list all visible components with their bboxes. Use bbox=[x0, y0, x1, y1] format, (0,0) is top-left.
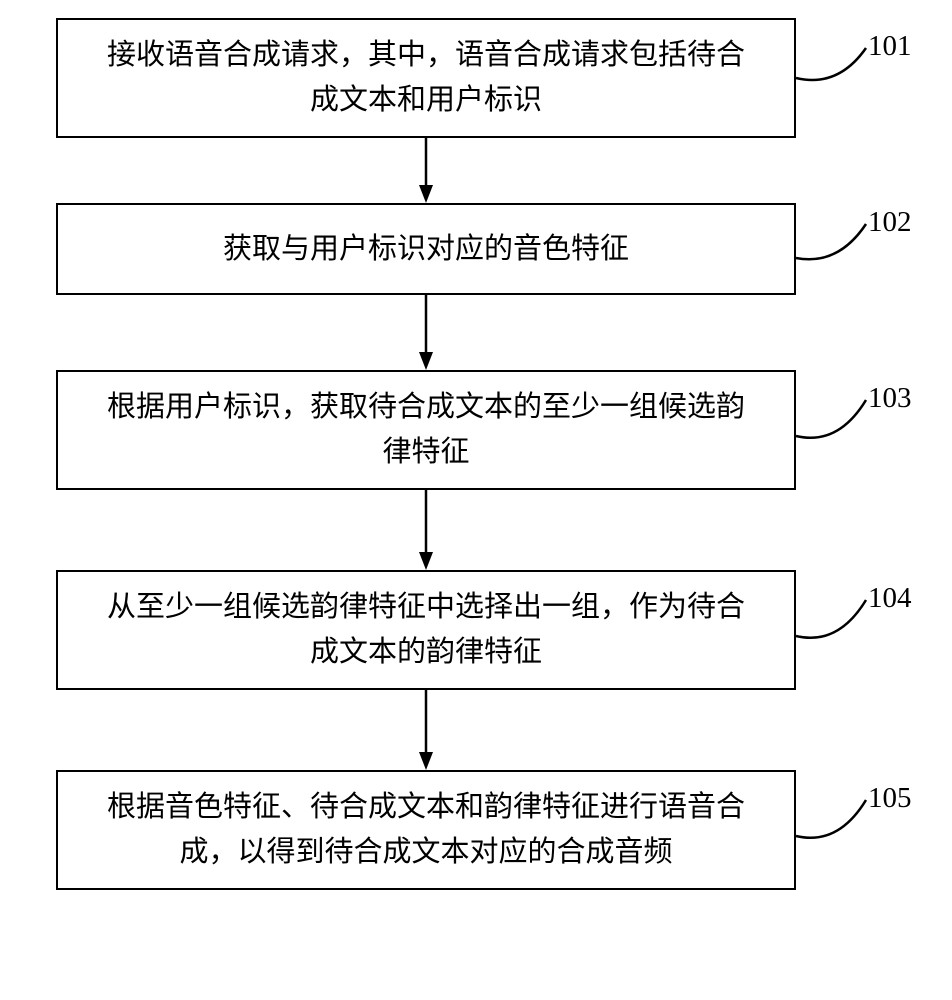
leader-101 bbox=[796, 48, 866, 80]
node-text: 根据音色特征、待合成文本和韵律特征进行语音合 bbox=[107, 785, 745, 830]
node-text: 成，以得到待合成文本对应的合成音频 bbox=[107, 830, 745, 875]
step-label-104: 104 bbox=[868, 582, 912, 615]
leader-102 bbox=[796, 224, 866, 259]
step-label-102: 102 bbox=[868, 206, 912, 239]
step-label-105: 105 bbox=[868, 782, 912, 815]
flow-node-103: 根据用户标识，获取待合成文本的至少一组候选韵 律特征 bbox=[56, 370, 796, 490]
flow-node-105: 根据音色特征、待合成文本和韵律特征进行语音合 成，以得到待合成文本对应的合成音频 bbox=[56, 770, 796, 890]
flow-node-104: 从至少一组候选韵律特征中选择出一组，作为待合 成文本的韵律特征 bbox=[56, 570, 796, 690]
node-text: 律特征 bbox=[107, 430, 745, 475]
node-text: 获取与用户标识对应的音色特征 bbox=[223, 227, 629, 272]
node-text: 根据用户标识，获取待合成文本的至少一组候选韵 bbox=[107, 385, 745, 430]
leader-104 bbox=[796, 600, 866, 638]
arrow-103-104 bbox=[419, 490, 433, 570]
arrow-102-103 bbox=[419, 295, 433, 370]
leader-105 bbox=[796, 800, 866, 838]
node-text: 成文本和用户标识 bbox=[107, 78, 745, 123]
step-label-101: 101 bbox=[868, 30, 912, 63]
arrow-104-105 bbox=[419, 690, 433, 770]
node-text: 成文本的韵律特征 bbox=[107, 630, 745, 675]
node-text: 从至少一组候选韵律特征中选择出一组，作为待合 bbox=[107, 585, 745, 630]
leader-103 bbox=[796, 400, 866, 438]
flow-node-102: 获取与用户标识对应的音色特征 bbox=[56, 203, 796, 295]
arrow-101-102 bbox=[419, 138, 433, 203]
node-text: 接收语音合成请求，其中，语音合成请求包括待合 bbox=[107, 33, 745, 78]
step-label-103: 103 bbox=[868, 382, 912, 415]
flow-node-101: 接收语音合成请求，其中，语音合成请求包括待合 成文本和用户标识 bbox=[56, 18, 796, 138]
